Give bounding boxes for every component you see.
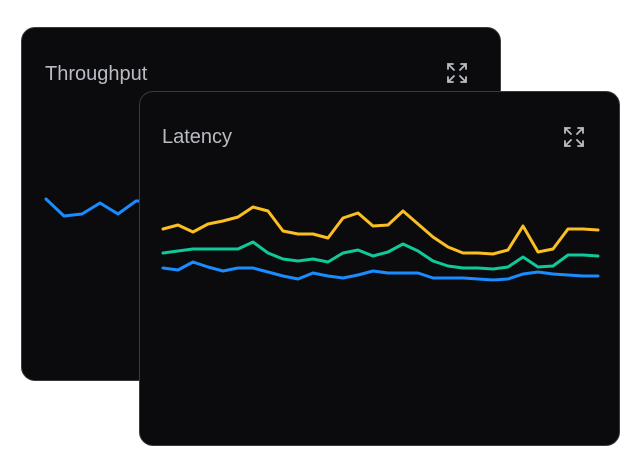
- card-title: Latency: [162, 126, 233, 148]
- series-line-1: [161, 240, 600, 271]
- series-line-0: [44, 197, 156, 218]
- latency-card: Latency: [139, 91, 620, 446]
- latency-chart: [161, 205, 600, 282]
- throughput-chart: [44, 197, 156, 218]
- card-title: Throughput: [45, 63, 148, 85]
- series-line-0: [161, 205, 600, 256]
- expand-icon[interactable]: [563, 126, 585, 148]
- series-line-2: [161, 260, 600, 282]
- expand-icon[interactable]: [446, 62, 468, 84]
